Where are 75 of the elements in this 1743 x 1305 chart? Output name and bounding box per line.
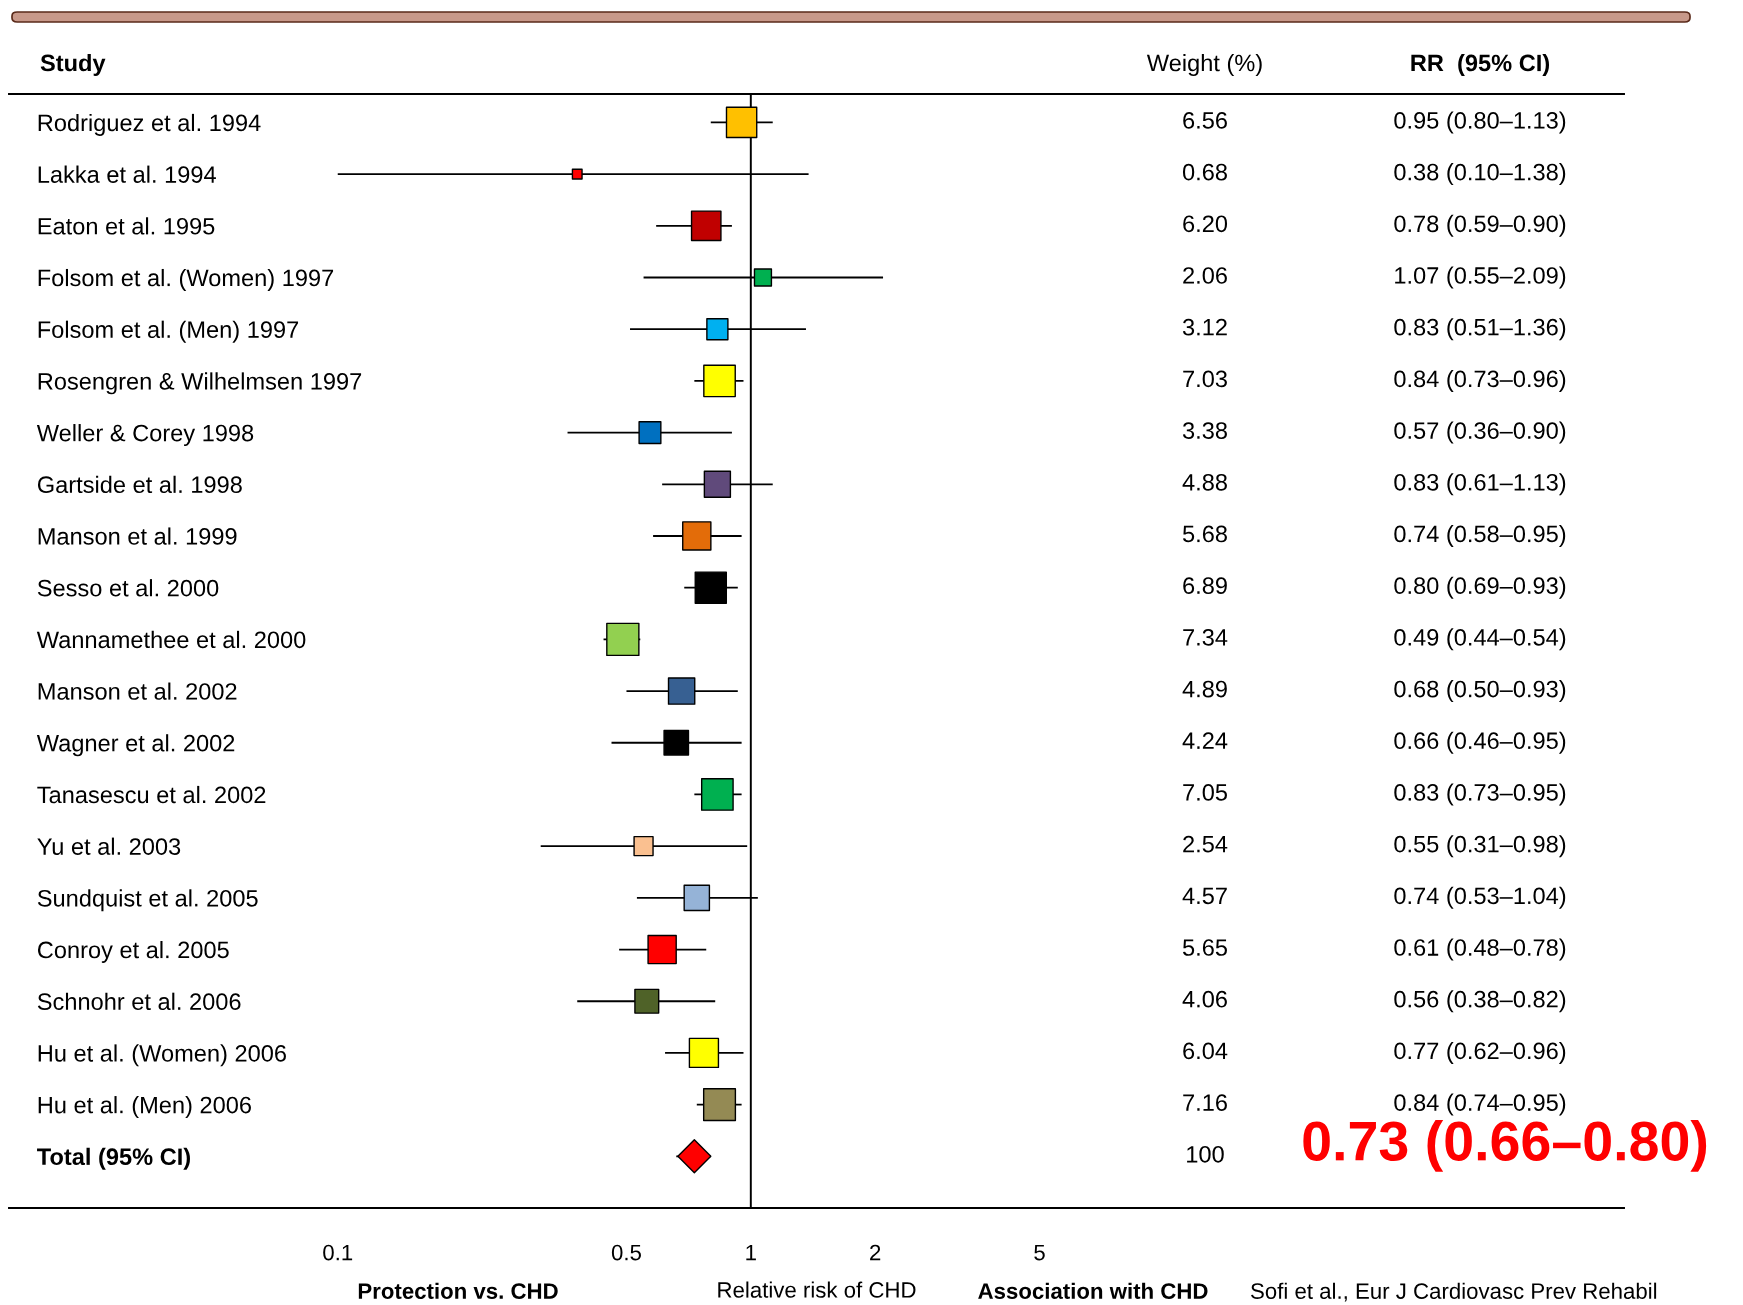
x-tick-label: 0.5 — [611, 1244, 641, 1261]
annotation: 0.74 (0.53–1.04) — [1394, 886, 1566, 909]
y-tick-label: Total (95% CI) — [37, 1147, 190, 1170]
annotation: 7.16 — [1183, 1094, 1227, 1111]
y-tick-label: Sundquist et al. 2005 — [37, 889, 258, 912]
y-tick-label: Gartside et al. 1998 — [37, 475, 242, 494]
annotation: 2.54 — [1183, 835, 1228, 853]
text: Study — [40, 54, 106, 76]
x-tick-label: 1 — [746, 1244, 756, 1261]
annotation: 6.56 — [1183, 112, 1227, 129]
annotation: 0.38 (0.10–1.38) — [1394, 163, 1566, 186]
annotation: 7.05 — [1183, 784, 1227, 801]
annotation: 6.20 — [1183, 215, 1228, 233]
y-tick-label: Rosengren & Wilhelmsen 1997 — [38, 372, 362, 395]
text: RR (95% CI) — [1411, 54, 1550, 76]
y-tick-label: Weller & Corey 1998 — [36, 424, 254, 447]
annotation: 4.89 — [1182, 680, 1227, 698]
text: Sofi et al., Eur J Cardiovasc Prev Rehabil — [1251, 1282, 1657, 1302]
x-tick-label: 5 — [1034, 1244, 1045, 1261]
y-tick-label: Conroy et al. 2005 — [37, 940, 229, 963]
annotation: 6.04 — [1183, 1042, 1228, 1060]
annotation: 6.89 — [1183, 577, 1227, 595]
annotation: 4.88 — [1182, 473, 1227, 491]
y-tick-label: Wannamethee et al. 2000 — [36, 630, 306, 649]
annotation: 2.06 — [1183, 267, 1227, 284]
y-tick-label: Folsom et al. (Women) 1997 — [38, 268, 334, 291]
y-tick-label: Rodriguez et al. 1994 — [38, 113, 261, 136]
annotation: 0.84 (0.74–0.95) — [1394, 1093, 1566, 1116]
annotation: 0.83 (0.61–1.13) — [1394, 473, 1566, 496]
x-tick-label: 0.1 — [323, 1244, 353, 1261]
annotation: 0.80 (0.69–0.93) — [1394, 576, 1566, 599]
annotation: 0.56 (0.38–0.82) — [1394, 990, 1566, 1013]
annotation: 3.38 — [1182, 422, 1227, 439]
y-tick-label: Hu et al. (Women) 2006 — [38, 1044, 286, 1067]
annotation: 4.57 — [1182, 887, 1227, 905]
annotation: 4.06 — [1182, 990, 1227, 1008]
y-tick-label: Tanasescu et al. 2002 — [37, 785, 266, 804]
annotation: 5.68 — [1182, 525, 1227, 543]
annotation: 0.83 (0.51–1.36) — [1394, 318, 1566, 341]
annotation: 0.49 (0.44–0.54) — [1394, 628, 1566, 651]
annotation: 1.07 (0.55–2.09) — [1395, 266, 1566, 289]
annotation: 100 — [1187, 1145, 1224, 1163]
annotation: 7.03 — [1183, 370, 1227, 388]
annotation: 0.77 (0.62–0.96) — [1394, 1041, 1566, 1064]
annotation: 0.66 (0.46–0.95) — [1394, 731, 1566, 754]
annotation: 4.24 — [1182, 732, 1228, 749]
y-tick-label: Manson et al. 2002 — [38, 682, 237, 700]
x-axis-title: Relative risk of CHD — [718, 1281, 916, 1298]
annotation: 0.84 (0.73–0.96) — [1394, 369, 1566, 392]
y-tick-label: Wagner et al. 2002 — [36, 734, 235, 757]
annotation: 0.73 (0.66–0.80) — [1303, 1120, 1707, 1172]
annotation: 0.68 — [1182, 163, 1227, 181]
annotation: 0.61 (0.48–0.78) — [1394, 938, 1566, 961]
annotation: 7.34 — [1183, 628, 1228, 646]
text: Association with CHD — [978, 1282, 1208, 1299]
annotation: 3.12 — [1182, 318, 1227, 336]
y-tick-label: Manson et al. 1999 — [38, 527, 237, 545]
y-tick-label: Eaton et al. 1995 — [38, 217, 215, 235]
annotation: 0.55 (0.31–0.98) — [1394, 835, 1566, 858]
y-tick-label: Folsom et al. (Men) 1997 — [38, 320, 299, 343]
annotation: 0.78 (0.59–0.90) — [1394, 214, 1566, 237]
y-tick-label: Yu et al. 2003 — [37, 837, 181, 855]
y-tick-label: Lakka et al. 1994 — [38, 165, 216, 183]
x-tick-label: 2 — [870, 1244, 881, 1261]
y-tick-label: Schnohr et al. 2006 — [37, 992, 241, 1011]
text: Weight (%) — [1146, 54, 1262, 76]
annotation: 0.74 (0.58–0.95) — [1394, 524, 1566, 547]
annotation: 0.68 (0.50–0.93) — [1394, 680, 1566, 703]
annotation: 0.57 (0.36–0.90) — [1394, 421, 1566, 444]
annotation: 0.95 (0.80–1.13) — [1394, 111, 1566, 134]
text: Protection vs. CHD — [358, 1282, 558, 1299]
annotation: 5.65 — [1182, 939, 1227, 956]
y-tick-label: Hu et al. (Men) 2006 — [38, 1096, 251, 1119]
annotation: 0.83 (0.73–0.95) — [1394, 783, 1566, 806]
y-tick-label: Sesso et al. 2000 — [37, 579, 219, 597]
